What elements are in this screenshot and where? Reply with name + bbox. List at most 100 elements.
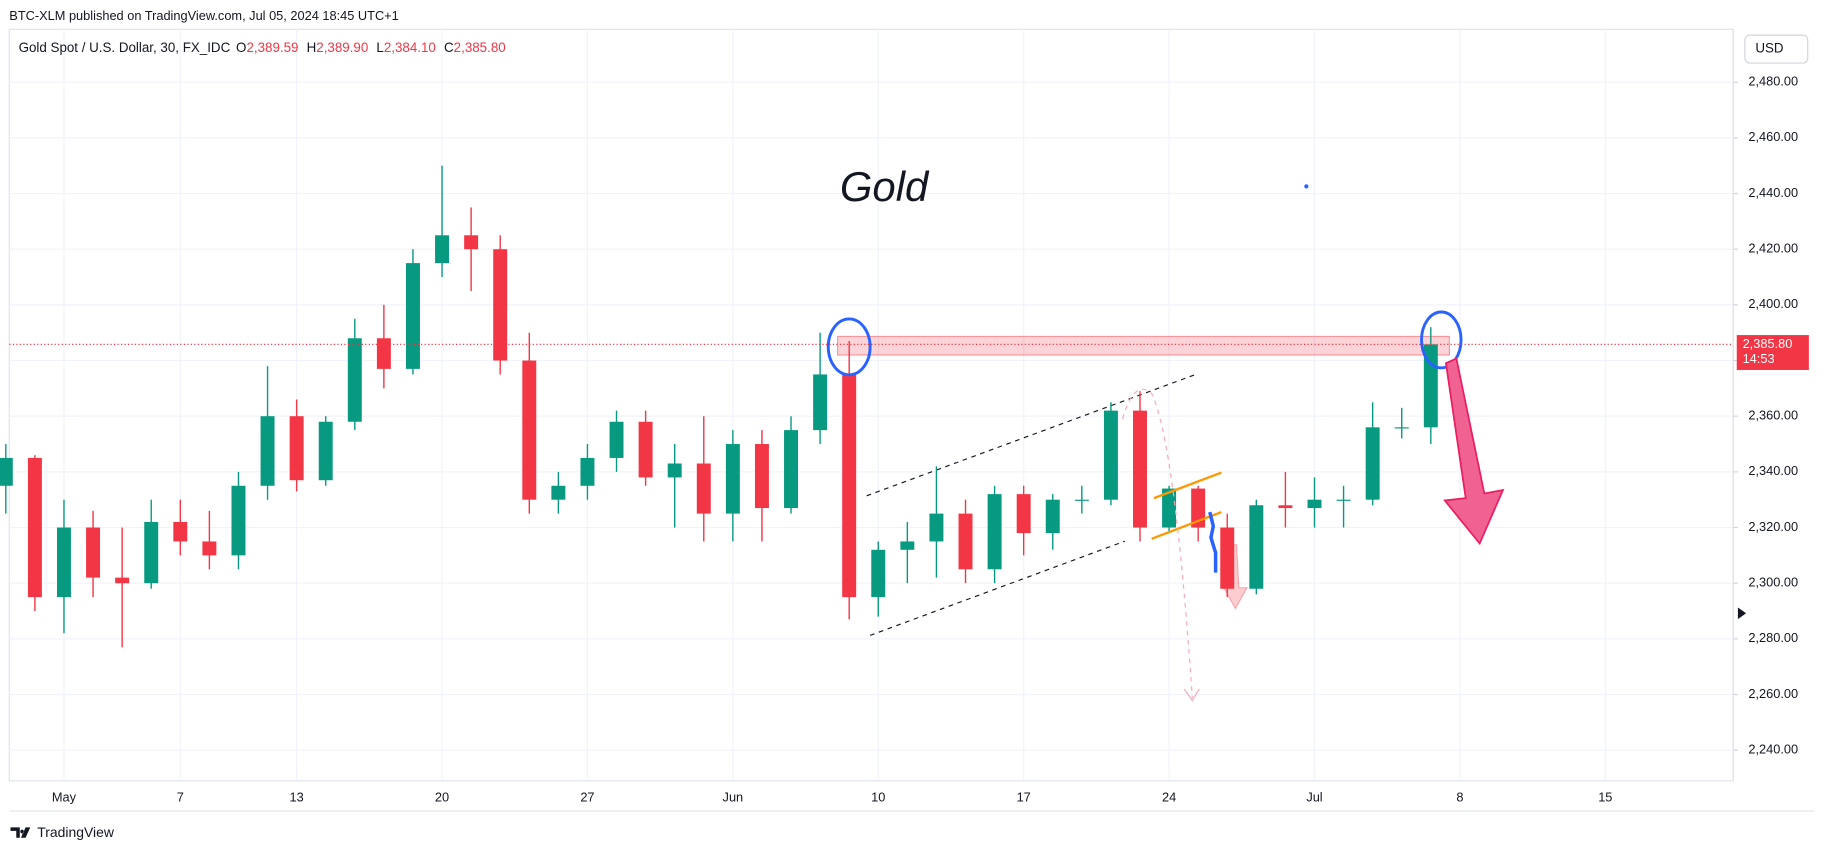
ohlc-key: C bbox=[444, 39, 454, 54]
candle-body bbox=[0, 457, 13, 486]
candle-body bbox=[405, 263, 420, 369]
x-tick-label: Jun bbox=[723, 790, 744, 805]
small-arrow bbox=[1222, 544, 1249, 610]
ohlc-value: 2,389.90 bbox=[316, 39, 368, 54]
y-tick-label: 2,460.00 bbox=[1748, 129, 1798, 144]
candle-body bbox=[609, 421, 624, 458]
y-tick-label: 2,480.00 bbox=[1748, 74, 1798, 89]
currency-label: USD bbox=[1755, 41, 1784, 56]
candle-body bbox=[754, 444, 769, 509]
x-tick-label: Jul bbox=[1306, 790, 1322, 805]
dot bbox=[1304, 184, 1309, 189]
candle-body bbox=[929, 513, 944, 542]
candle-body bbox=[900, 541, 915, 550]
candle-body bbox=[289, 416, 304, 481]
candle-body bbox=[27, 457, 42, 598]
candle-body bbox=[1249, 505, 1264, 589]
candle-body bbox=[318, 421, 333, 481]
candle-body bbox=[638, 421, 653, 478]
candle-body bbox=[725, 444, 740, 514]
ohlc-value: 2,389.59 bbox=[246, 39, 298, 54]
candle-body bbox=[231, 485, 246, 556]
candle-body bbox=[57, 527, 71, 598]
chart-annotation: Gold bbox=[840, 163, 930, 210]
drawings bbox=[826, 184, 1747, 702]
ohlc-key: O bbox=[236, 39, 246, 54]
candle-body bbox=[1103, 410, 1118, 500]
ohlc-key: H bbox=[307, 39, 317, 54]
candle-body bbox=[1162, 488, 1177, 528]
candle-body bbox=[435, 235, 450, 264]
candle-body bbox=[1220, 527, 1235, 589]
axes: 2,240.00 2,260.00 2,280.00 2,300.00 2,320.00… bbox=[9, 74, 1809, 805]
ohlc-value: 2,385.80 bbox=[454, 39, 506, 54]
candle-body bbox=[202, 541, 217, 556]
x-tick-label: 8 bbox=[1456, 790, 1463, 805]
y-tick-label: 2,240.00 bbox=[1748, 742, 1798, 757]
highlight-circle bbox=[1420, 310, 1463, 370]
projection-arrowhead bbox=[1183, 688, 1200, 702]
countdown-label: 14:53 bbox=[1743, 351, 1775, 366]
candle-body bbox=[260, 416, 275, 486]
flag-upper bbox=[1153, 471, 1222, 500]
symbol-legend: Gold Spot / U.S. Dollar, 30, FX_IDC O2,38… bbox=[19, 39, 506, 54]
candle-body bbox=[987, 494, 1002, 570]
scroll-marker bbox=[1737, 607, 1747, 620]
logo-mark bbox=[10, 827, 31, 838]
candle-body bbox=[696, 463, 711, 514]
candle-body bbox=[522, 360, 537, 500]
x-tick-label: 15 bbox=[1598, 790, 1612, 805]
last-price-label: 2,385.80 bbox=[1743, 336, 1793, 351]
candle-body bbox=[144, 521, 159, 584]
candle-body bbox=[1074, 499, 1089, 501]
candle-body bbox=[1133, 410, 1147, 528]
candle-body bbox=[1365, 427, 1380, 500]
x-tick-label: 10 bbox=[871, 790, 885, 805]
x-tick-label: 7 bbox=[177, 790, 184, 805]
publish-header: BTC-XLM published on TradingView.com, Ju… bbox=[9, 8, 398, 23]
candle-body bbox=[842, 374, 857, 598]
candle-body bbox=[1278, 505, 1293, 509]
currency-button[interactable] bbox=[1744, 34, 1809, 64]
candle-body bbox=[813, 374, 828, 431]
y-tick-label: 2,420.00 bbox=[1748, 241, 1798, 256]
grid bbox=[9, 29, 1734, 781]
candle-body bbox=[871, 549, 886, 598]
x-tick-label: 13 bbox=[290, 790, 304, 805]
candle-body bbox=[464, 235, 479, 250]
candle-body bbox=[1045, 499, 1060, 534]
y-tick-label: 2,300.00 bbox=[1748, 575, 1798, 590]
logo-text: TradingView bbox=[37, 824, 115, 840]
candle-body bbox=[347, 338, 362, 422]
candle-body bbox=[667, 463, 682, 478]
channel-lower bbox=[869, 540, 1126, 636]
x-tick-label: May bbox=[52, 790, 77, 805]
candle-body bbox=[115, 577, 130, 584]
candle-body bbox=[1191, 488, 1206, 528]
y-tick-label: 2,320.00 bbox=[1748, 519, 1798, 534]
candle-body bbox=[86, 527, 101, 578]
candle-body bbox=[784, 430, 798, 509]
y-tick-label: 2,440.00 bbox=[1748, 185, 1798, 200]
candle-body bbox=[1307, 499, 1322, 509]
candle-body bbox=[173, 521, 188, 542]
x-tick-label: 17 bbox=[1017, 790, 1031, 805]
brush-stroke bbox=[1208, 511, 1218, 573]
candle-body bbox=[1336, 499, 1351, 501]
candle-body bbox=[551, 485, 566, 500]
x-tick-label: 24 bbox=[1162, 790, 1176, 805]
candle-body bbox=[958, 513, 973, 570]
y-tick-label: 2,360.00 bbox=[1748, 408, 1798, 423]
ohlc-key: L bbox=[376, 39, 383, 54]
last-price-box bbox=[1736, 335, 1809, 370]
x-tick-label: 20 bbox=[435, 790, 449, 805]
y-tick-label: 2,260.00 bbox=[1748, 686, 1798, 701]
x-tick-label: 27 bbox=[580, 790, 594, 805]
big-down-arrow bbox=[1443, 357, 1505, 546]
candle-body bbox=[493, 249, 508, 361]
ohlc-value: 2,384.10 bbox=[384, 39, 436, 54]
y-tick-label: 2,400.00 bbox=[1748, 296, 1798, 311]
candle-body bbox=[1394, 427, 1409, 429]
